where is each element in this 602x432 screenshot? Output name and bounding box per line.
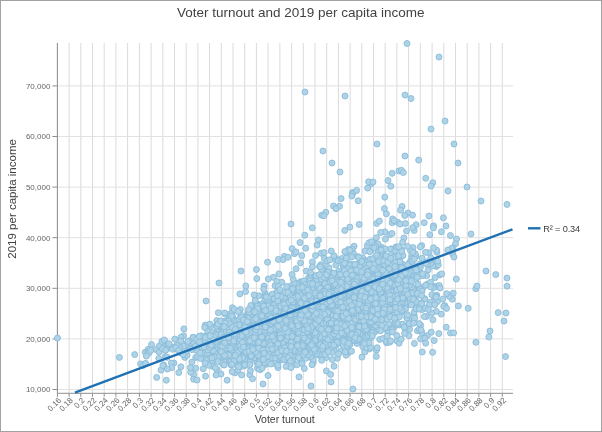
svg-text:Voter turnout and 2019 per cap: Voter turnout and 2019 per capita income: [177, 5, 425, 20]
svg-text:40,000: 40,000: [26, 234, 51, 243]
svg-text:Voter turnout: Voter turnout: [255, 413, 315, 425]
svg-text:10,000: 10,000: [26, 385, 51, 394]
svg-text:R² = 0.34: R² = 0.34: [543, 224, 580, 234]
svg-text:30,000: 30,000: [26, 284, 51, 293]
svg-text:0.92: 0.92: [491, 395, 509, 413]
svg-text:50,000: 50,000: [26, 183, 51, 192]
svg-text:60,000: 60,000: [26, 132, 51, 141]
svg-text:20,000: 20,000: [26, 335, 51, 344]
svg-text:2019 per capita income: 2019 per capita income: [6, 139, 18, 259]
svg-text:70,000: 70,000: [26, 82, 51, 91]
